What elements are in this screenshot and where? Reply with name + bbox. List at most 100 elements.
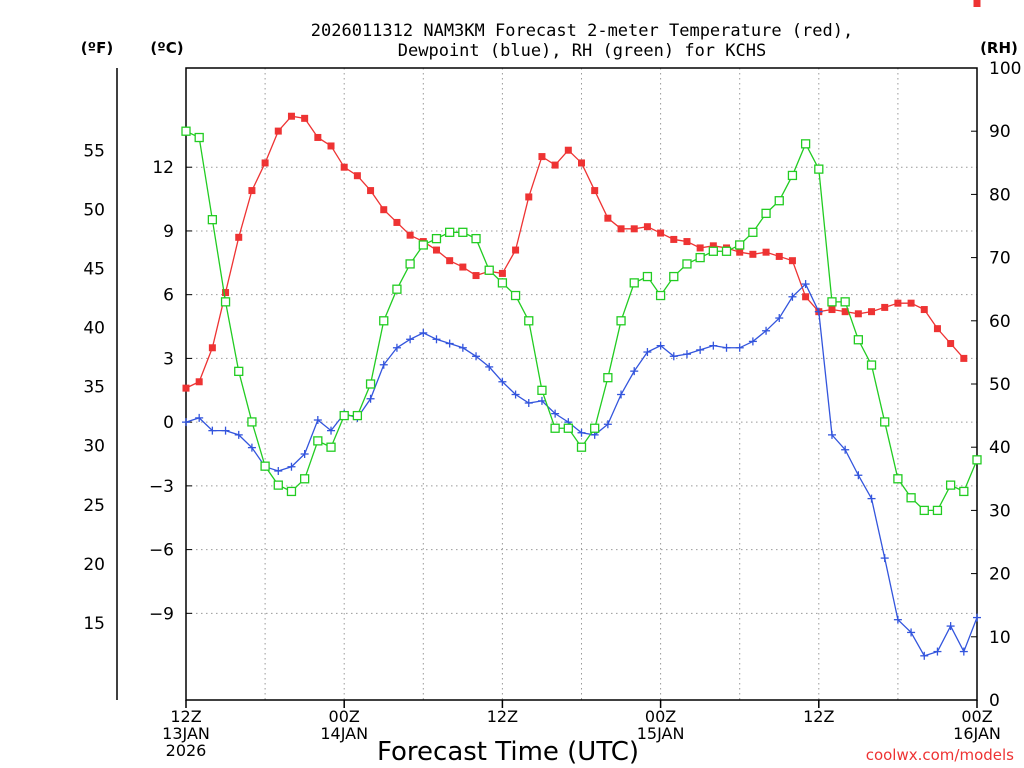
x-tick-label: 00Z — [645, 707, 676, 726]
rh-point — [735, 240, 745, 250]
dewpoint-point — [577, 428, 586, 437]
dewpoint-point — [617, 390, 626, 399]
temperature-point — [696, 244, 704, 252]
dewpoint-point — [498, 377, 507, 386]
dewpoint-point — [643, 348, 652, 357]
dewpoint-point — [762, 326, 771, 335]
temperature-point — [868, 308, 876, 316]
dewpoint-point — [722, 343, 731, 352]
rh-point — [669, 271, 679, 282]
rh-point — [866, 360, 877, 370]
dewpoint-point — [392, 343, 401, 352]
rh-tick-label: 90 — [989, 122, 1011, 142]
rh-point — [787, 170, 798, 181]
credit-label: coolwx.com/models — [866, 746, 1014, 764]
fahrenheit-tick-label: 15 — [83, 614, 105, 634]
dewpoint-point — [696, 345, 705, 354]
rh-point — [880, 417, 890, 427]
rh-point — [840, 297, 850, 307]
temperature-point — [749, 250, 757, 258]
fahrenheit-axis-label: (ºF) — [81, 39, 113, 57]
rh-point — [972, 455, 982, 465]
dewpoint-point — [814, 307, 823, 316]
dewpoint-point — [867, 494, 876, 503]
rh-point — [194, 132, 204, 143]
temperature-point — [248, 187, 256, 195]
temperature-point — [933, 325, 941, 333]
rh-tick-label: 50 — [989, 375, 1011, 395]
celsius-tick-label: 12 — [152, 158, 174, 178]
temperature-point — [327, 142, 335, 150]
temperature-point — [894, 299, 902, 307]
rh-point — [392, 284, 402, 294]
temperature-point — [630, 225, 638, 233]
temperature-point — [907, 299, 915, 307]
rh-point — [642, 271, 653, 282]
rh-tick-label: 40 — [989, 438, 1011, 458]
dewpoint-point — [485, 362, 494, 371]
rh-point — [774, 196, 784, 206]
temperature-point — [643, 223, 651, 231]
rh-point — [299, 474, 310, 484]
celsius-axis-label: (ºC) — [150, 39, 183, 57]
temperature-point — [736, 248, 744, 256]
rh-point — [352, 410, 363, 421]
temperature-point — [788, 257, 796, 265]
temperature-point — [459, 263, 467, 271]
dewpoint-point — [880, 554, 889, 563]
x-tick-label: 00Z — [329, 707, 360, 726]
dewpoint-point — [300, 449, 309, 458]
dewpoint-point — [445, 339, 454, 348]
fahrenheit-tick-labels: 55 50 45 40 35 30 25 20 15 — [83, 142, 105, 634]
celsius-tick-label: −3 — [149, 477, 174, 497]
dewpoint-point — [327, 426, 336, 435]
fahrenheit-tick-label: 55 — [83, 142, 105, 162]
dewpoint-point — [656, 341, 665, 350]
dewpoint-point — [748, 337, 757, 346]
rh-point — [313, 436, 323, 446]
rh-tick-label: 20 — [989, 565, 1011, 585]
celsius-tick-label: −6 — [149, 541, 174, 561]
rh-tick-label: 0 — [989, 691, 1000, 711]
celsius-tick-label: 3 — [163, 349, 174, 369]
celsius-tick-label: 9 — [163, 222, 174, 242]
rh-point — [497, 278, 508, 288]
dewpoint-point — [854, 471, 863, 480]
series-filled-square — [182, 0, 981, 392]
rh-tick-label: 60 — [989, 312, 1011, 332]
rh-point — [550, 423, 560, 433]
temperature-point — [314, 133, 322, 141]
temperature-point — [960, 354, 968, 362]
series-group — [181, 0, 982, 660]
dewpoint-point — [775, 314, 784, 323]
temperature-point — [340, 163, 348, 171]
x-tick-label: 12Z — [803, 707, 834, 726]
temperature-point — [920, 306, 928, 314]
rh-point — [207, 215, 218, 225]
temperature-point — [274, 127, 282, 135]
rh-point — [405, 259, 415, 269]
x-tick-label: 00Z — [961, 707, 992, 726]
dewpoint-point — [603, 420, 612, 429]
rh-point — [524, 316, 534, 326]
dewpoint-point — [182, 418, 190, 427]
series-plus — [182, 280, 981, 660]
rh-point — [247, 417, 257, 427]
temperature-point — [406, 231, 414, 239]
rh-axis-label: (RH) — [980, 39, 1018, 57]
rh-tick-label: 70 — [989, 249, 1011, 269]
rh-point — [695, 252, 705, 263]
dewpoint-point — [524, 399, 533, 408]
temperature-point — [617, 225, 625, 233]
fahrenheit-tick-label: 40 — [83, 319, 105, 339]
rh-point — [260, 461, 270, 471]
celsius-tick-labels: 12 9 6 3 0 −3 −6 −9 — [149, 158, 192, 624]
rh-point — [431, 233, 442, 244]
rh-point — [537, 385, 547, 395]
dewpoint-point — [432, 335, 441, 344]
celsius-tick-label: 0 — [163, 413, 174, 433]
dewpoint-point — [537, 396, 546, 405]
dewpoint-point — [195, 413, 204, 422]
rh-point — [603, 373, 613, 383]
